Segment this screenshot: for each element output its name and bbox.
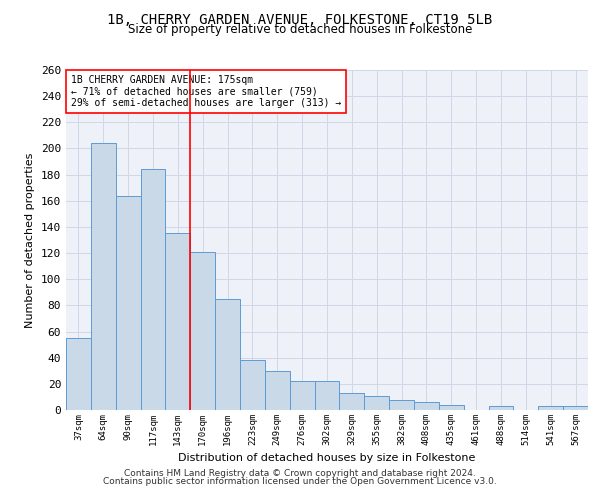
Bar [265,371,290,410]
Bar [314,381,340,410]
Text: Contains public sector information licensed under the Open Government Licence v3: Contains public sector information licen… [103,477,497,486]
Bar [563,406,588,410]
Y-axis label: Number of detached properties: Number of detached properties [25,152,35,328]
Bar [439,405,464,410]
Text: 1B CHERRY GARDEN AVENUE: 175sqm
← 71% of detached houses are smaller (759)
29% o: 1B CHERRY GARDEN AVENUE: 175sqm ← 71% of… [71,75,341,108]
Bar [488,406,514,410]
Bar [190,252,215,410]
Bar [240,360,265,410]
Bar [290,381,314,410]
Bar [140,170,166,410]
Bar [364,396,389,410]
Text: Contains HM Land Registry data © Crown copyright and database right 2024.: Contains HM Land Registry data © Crown c… [124,468,476,477]
Text: 1B, CHERRY GARDEN AVENUE, FOLKESTONE, CT19 5LB: 1B, CHERRY GARDEN AVENUE, FOLKESTONE, CT… [107,12,493,26]
Bar [414,402,439,410]
Bar [91,143,116,410]
Bar [389,400,414,410]
Bar [166,234,190,410]
Bar [116,196,140,410]
X-axis label: Distribution of detached houses by size in Folkestone: Distribution of detached houses by size … [178,454,476,464]
Bar [538,406,563,410]
Text: Size of property relative to detached houses in Folkestone: Size of property relative to detached ho… [128,22,472,36]
Bar [340,393,364,410]
Bar [66,338,91,410]
Bar [215,299,240,410]
